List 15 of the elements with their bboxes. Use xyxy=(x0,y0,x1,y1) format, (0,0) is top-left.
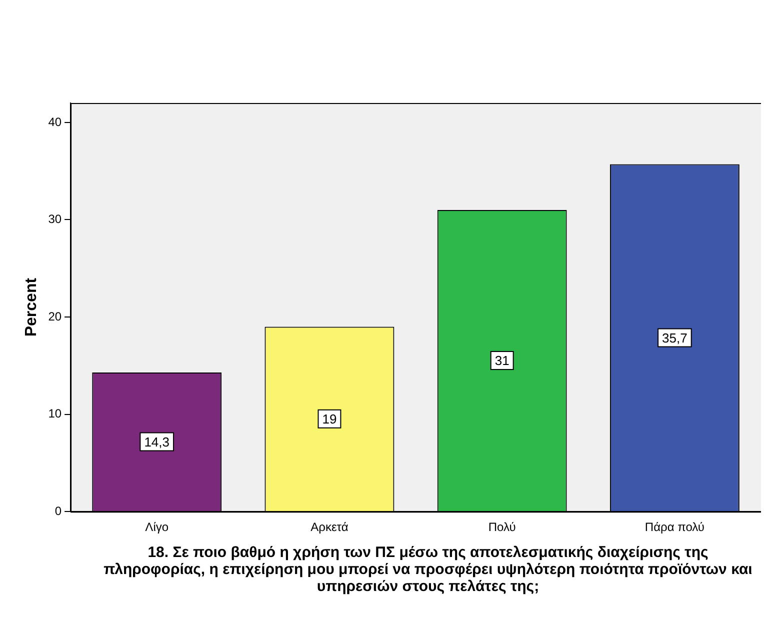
y-tick-label: 30 xyxy=(48,212,62,226)
y-tick-label: 0 xyxy=(54,504,62,518)
data-label: 19 xyxy=(322,412,337,427)
x-tick-label: Αρκετά xyxy=(310,520,348,534)
data-label: 14,3 xyxy=(144,434,170,450)
x-tick-label: Πολύ xyxy=(488,520,516,534)
x-axis-title: 18. Σε ποιο βαθμό η χρήση των ΠΣ μέσω της αποτελεσματικής διαχείρισης της πληροφορίας, η επιχείρηση μου μπορεί να προσφέρει υψηλότερη ποιότητα προϊόντων και υπηρεσιών στους πελάτες της; xyxy=(102,544,754,595)
data-label: 31 xyxy=(494,353,510,368)
data-label: 35,7 xyxy=(662,330,688,346)
x-tick-label: Λίγο xyxy=(145,520,169,534)
y-axis-title: Percent xyxy=(23,277,40,337)
x-tick-label: Πάρα πολύ xyxy=(644,520,704,534)
y-tick-label: 40 xyxy=(48,114,62,129)
y-tick-label: 10 xyxy=(48,406,62,421)
y-tick-label: 20 xyxy=(48,309,62,324)
